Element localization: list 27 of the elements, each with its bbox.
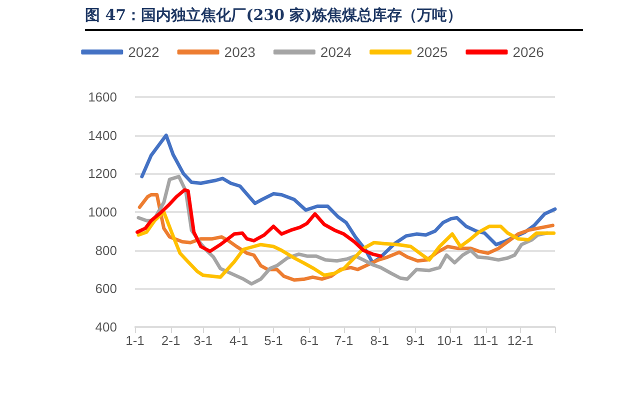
x-tick-label: 8-1 <box>370 333 390 348</box>
x-tick-label: 3-1 <box>194 333 212 348</box>
legend-label: 2024 <box>320 44 352 60</box>
x-tick-label: 9-1 <box>406 333 425 348</box>
y-tick-label: 1600 <box>88 90 117 104</box>
legend-label: 2026 <box>512 44 544 60</box>
x-tick-label: 4-1 <box>229 333 248 348</box>
x-tick-label: 12-1 <box>507 333 534 348</box>
legend-label: 2025 <box>416 44 448 60</box>
chart-title: 图 47：国内独立焦化厂(230 家)炼焦煤总库存（万吨） <box>85 6 583 31</box>
legend-label: 2023 <box>224 44 256 60</box>
x-tick-label: 6-1 <box>300 333 319 348</box>
y-tick-label: 1200 <box>88 166 117 182</box>
y-tick-label: 1400 <box>88 128 117 143</box>
x-tick-label: 11-1 <box>473 333 498 348</box>
line-series <box>136 188 383 258</box>
x-tick-label: 2-1 <box>161 333 180 348</box>
y-tick-label: 600 <box>95 281 117 296</box>
line-series <box>136 210 556 279</box>
y-tick-label: 800 <box>95 242 117 258</box>
y-tick-label: 400 <box>95 320 117 334</box>
legend-label: 2022 <box>128 44 160 60</box>
x-tick-label: 1-1 <box>126 333 144 348</box>
x-tick-label: 10-1 <box>436 333 464 348</box>
x-tick-label: 5-1 <box>264 333 283 348</box>
x-tick-label: 7-1 <box>334 333 354 348</box>
y-tick-label: 1000 <box>88 204 117 220</box>
